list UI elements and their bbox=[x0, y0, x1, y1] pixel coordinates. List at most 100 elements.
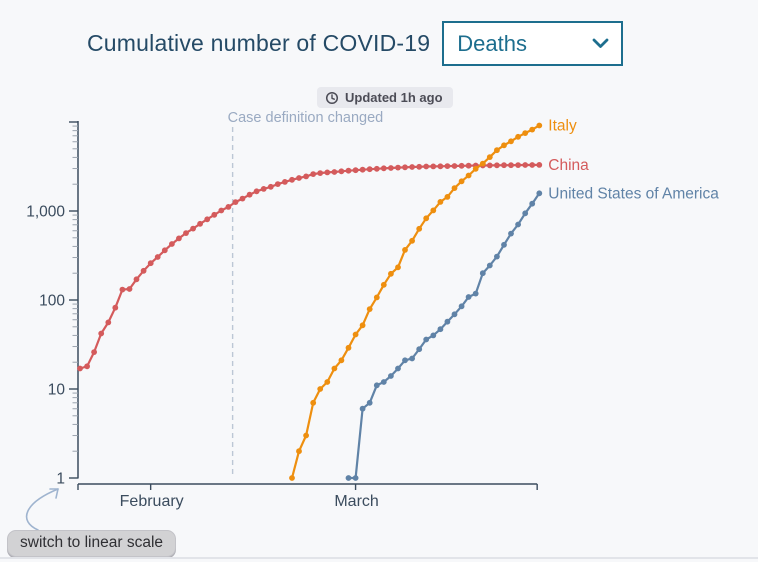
data-point[interactable] bbox=[246, 191, 253, 198]
data-point[interactable] bbox=[317, 386, 324, 392]
data-point[interactable] bbox=[352, 331, 359, 338]
data-point[interactable] bbox=[380, 379, 387, 385]
data-point[interactable] bbox=[472, 165, 479, 172]
data-point[interactable] bbox=[522, 210, 529, 217]
data-point[interactable] bbox=[225, 204, 232, 210]
data-point[interactable] bbox=[501, 241, 507, 248]
data-point[interactable] bbox=[338, 168, 345, 175]
data-point[interactable] bbox=[112, 304, 119, 311]
data-point[interactable] bbox=[345, 344, 352, 351]
data-point[interactable] bbox=[501, 162, 507, 169]
legend-label-china[interactable]: China bbox=[548, 157, 589, 174]
data-point[interactable] bbox=[479, 270, 486, 277]
data-point[interactable] bbox=[494, 147, 500, 154]
data-point[interactable] bbox=[402, 164, 408, 171]
data-point[interactable] bbox=[380, 281, 387, 288]
data-point[interactable] bbox=[501, 142, 507, 149]
data-point[interactable] bbox=[536, 162, 543, 168]
data-point[interactable] bbox=[147, 260, 154, 267]
data-point[interactable] bbox=[529, 162, 536, 168]
series-line[interactable] bbox=[290, 124, 540, 479]
data-point[interactable] bbox=[289, 176, 295, 183]
data-point[interactable] bbox=[486, 154, 493, 161]
data-point[interactable] bbox=[458, 162, 465, 169]
data-point[interactable] bbox=[338, 357, 345, 364]
data-point[interactable] bbox=[423, 163, 430, 170]
data-point[interactable] bbox=[409, 355, 415, 362]
data-point[interactable] bbox=[140, 267, 147, 274]
data-point[interactable] bbox=[486, 262, 493, 269]
data-point[interactable] bbox=[331, 365, 338, 372]
data-point[interactable] bbox=[451, 163, 458, 169]
data-point[interactable] bbox=[437, 199, 444, 205]
data-point[interactable] bbox=[395, 365, 401, 372]
data-point[interactable] bbox=[154, 254, 161, 260]
data-point[interactable] bbox=[437, 163, 444, 170]
data-point[interactable] bbox=[176, 235, 182, 242]
data-point[interactable] bbox=[402, 357, 408, 364]
legend-label-italy[interactable]: Italy bbox=[548, 118, 577, 135]
data-point[interactable] bbox=[444, 163, 451, 170]
data-point[interactable] bbox=[366, 399, 373, 406]
data-point[interactable] bbox=[98, 330, 105, 337]
series-italy[interactable]: Italy bbox=[289, 118, 577, 481]
data-point[interactable] bbox=[253, 188, 260, 195]
data-point[interactable] bbox=[218, 207, 225, 214]
data-point[interactable] bbox=[77, 365, 83, 372]
data-point[interactable] bbox=[373, 382, 380, 389]
data-point[interactable] bbox=[352, 167, 359, 174]
data-point[interactable] bbox=[211, 211, 218, 218]
series-china[interactable]: China bbox=[77, 157, 589, 372]
data-point[interactable] bbox=[494, 162, 500, 169]
data-point[interactable] bbox=[359, 322, 366, 329]
data-point[interactable] bbox=[296, 175, 302, 181]
data-point[interactable] bbox=[451, 185, 458, 192]
data-point[interactable] bbox=[310, 399, 317, 406]
data-point[interactable] bbox=[274, 181, 281, 188]
data-point[interactable] bbox=[282, 179, 288, 185]
data-point[interactable] bbox=[416, 163, 423, 170]
data-point[interactable] bbox=[260, 186, 267, 192]
data-point[interactable] bbox=[366, 306, 373, 312]
data-point[interactable] bbox=[423, 336, 430, 343]
data-point[interactable] bbox=[465, 162, 472, 169]
data-point[interactable] bbox=[373, 294, 380, 301]
data-point[interactable] bbox=[183, 230, 189, 237]
data-point[interactable] bbox=[296, 448, 302, 455]
data-point[interactable] bbox=[430, 332, 437, 339]
data-point[interactable] bbox=[84, 363, 90, 370]
data-point[interactable] bbox=[465, 172, 472, 179]
data-point[interactable] bbox=[395, 264, 401, 271]
legend-label-united-states-of-america[interactable]: United States of America bbox=[548, 185, 719, 202]
data-point[interactable] bbox=[529, 126, 536, 133]
data-point[interactable] bbox=[430, 163, 437, 170]
data-point[interactable] bbox=[479, 160, 486, 167]
data-point[interactable] bbox=[161, 247, 168, 254]
data-point[interactable] bbox=[190, 225, 197, 232]
data-point[interactable] bbox=[388, 373, 394, 379]
data-point[interactable] bbox=[437, 326, 444, 333]
data-point[interactable] bbox=[465, 294, 472, 300]
series-united-states-of-america[interactable]: United States of America bbox=[345, 185, 720, 481]
data-point[interactable] bbox=[267, 183, 274, 190]
data-point[interactable] bbox=[409, 164, 415, 170]
data-point[interactable] bbox=[239, 195, 246, 202]
data-point[interactable] bbox=[204, 216, 211, 223]
data-point[interactable] bbox=[451, 311, 458, 318]
data-point[interactable] bbox=[508, 138, 514, 145]
data-point[interactable] bbox=[515, 133, 521, 140]
data-point[interactable] bbox=[345, 475, 352, 481]
data-point[interactable] bbox=[169, 241, 175, 247]
data-point[interactable] bbox=[331, 169, 338, 175]
data-point[interactable] bbox=[416, 225, 423, 232]
data-point[interactable] bbox=[232, 199, 239, 206]
data-point[interactable] bbox=[345, 167, 352, 174]
data-point[interactable] bbox=[105, 319, 112, 326]
data-point[interactable] bbox=[409, 237, 415, 244]
series-line[interactable] bbox=[79, 163, 540, 370]
metric-dropdown[interactable]: Deaths bbox=[442, 21, 624, 66]
data-point[interactable] bbox=[317, 170, 324, 177]
data-point[interactable] bbox=[472, 290, 479, 297]
data-point[interactable] bbox=[458, 178, 465, 185]
data-point[interactable] bbox=[515, 221, 521, 228]
